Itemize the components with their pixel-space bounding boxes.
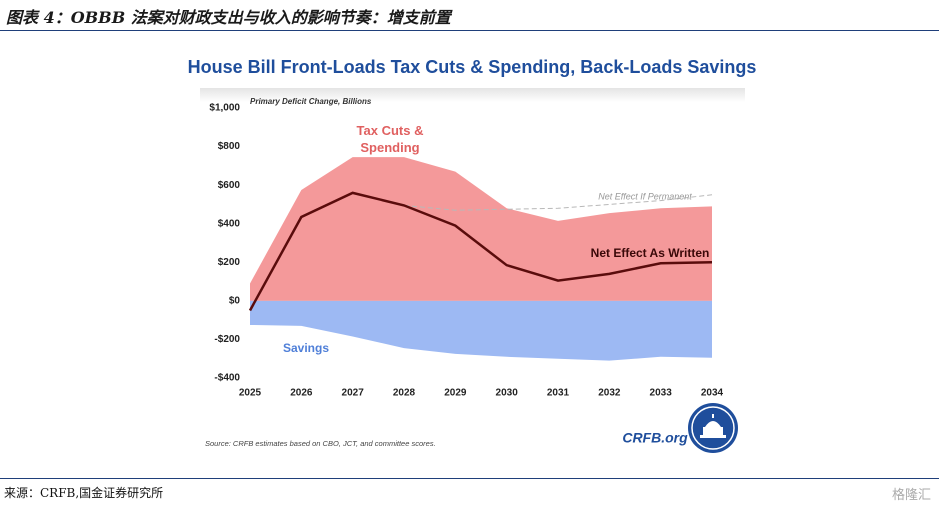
y-tick-label: -$400 [214, 373, 240, 384]
logo-icon [700, 414, 726, 438]
line [248, 191, 713, 312]
x-tick-label: 2029 [444, 388, 467, 399]
series-label: Net Effect As Written [591, 246, 710, 260]
x-tick-label: 2027 [342, 388, 365, 399]
y-tick-label: $1,000 [209, 103, 240, 114]
x-tick-label: 2031 [547, 388, 570, 399]
series-label: Net Effect If Permanent [598, 191, 692, 201]
area [250, 157, 712, 301]
x-tick-label: 2028 [393, 388, 416, 399]
chart-source: Source: CRFB estimates based on CBO, JCT… [205, 439, 436, 448]
chart-title: House Bill Front-Loads Tax Cuts & Spendi… [188, 57, 757, 77]
x-tick-label: 2026 [290, 388, 313, 399]
brand: CRFB.org [622, 430, 688, 446]
area [250, 300, 712, 361]
y-tick-label: $600 [218, 180, 241, 191]
logo-ring [691, 406, 735, 450]
header-title: 图表 4：OBBB 法案对财政支出与收入的影响节奏：增支前置 [6, 8, 451, 27]
y-tick-label: $400 [218, 218, 241, 229]
line [403, 194, 713, 211]
series-label: Tax Cuts & Spending [356, 123, 424, 155]
x-tick-label: 2025 [239, 388, 262, 399]
y-tick-label: $0 [229, 295, 241, 306]
rule [0, 30, 939, 31]
y-tick-label: $200 [218, 257, 241, 268]
x-tick-label: 2032 [598, 388, 621, 399]
y-tick-label: -$200 [214, 334, 240, 345]
rule [0, 478, 939, 479]
footer-source: 来源：CRFB,国金证券研究所 [4, 486, 164, 500]
x-tick-label: 2030 [496, 388, 519, 399]
series-label: Savings [283, 341, 329, 355]
x-tick-label: 2033 [650, 388, 673, 399]
watermark: 格隆汇 [891, 488, 931, 503]
chart-subtitle: Primary Deficit Change, Billions [250, 97, 372, 106]
y-tick-label: $800 [218, 141, 241, 152]
x-tick-label: 2034 [701, 388, 724, 399]
header-band [200, 88, 745, 102]
